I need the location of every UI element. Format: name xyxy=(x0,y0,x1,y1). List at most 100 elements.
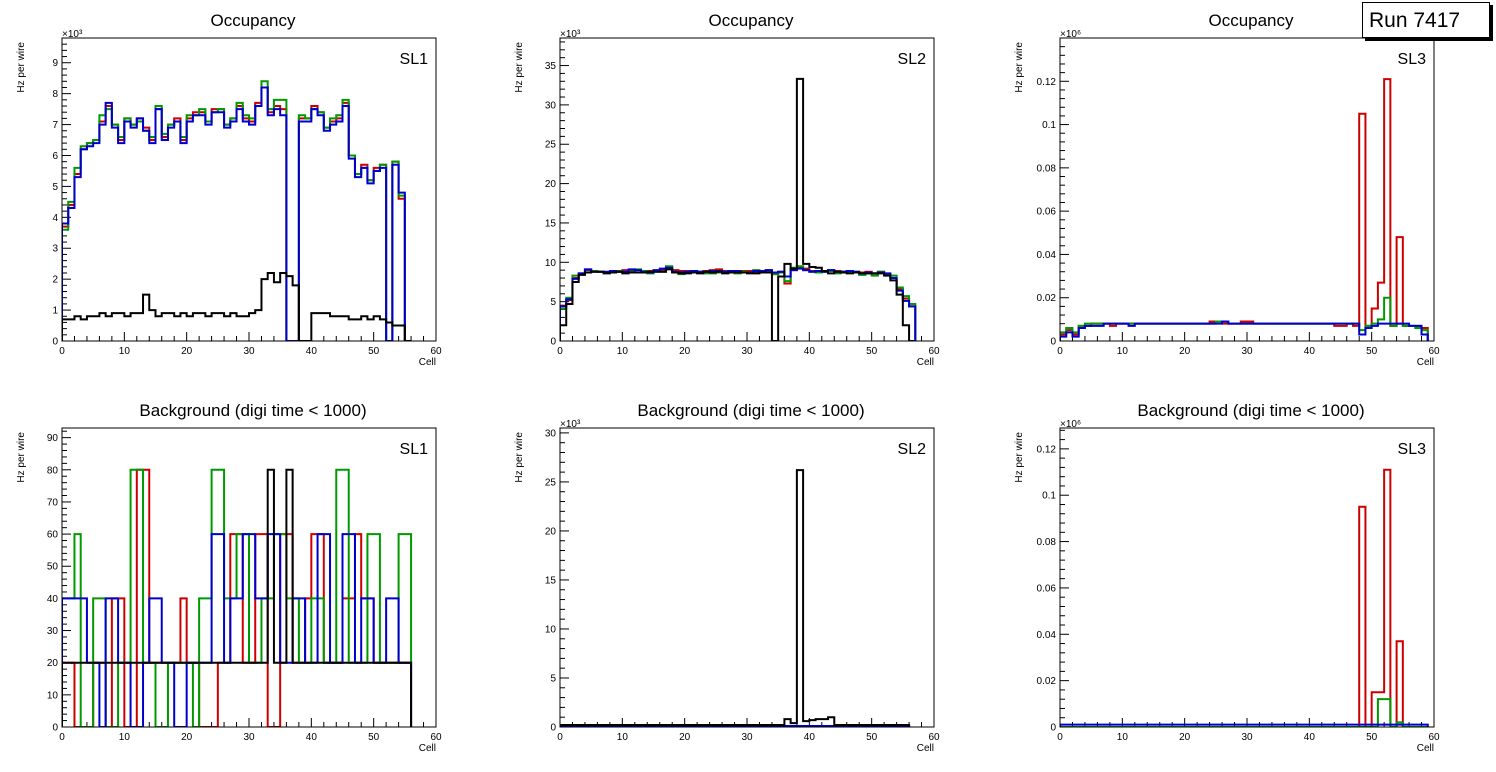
y-tick-label: 6 xyxy=(52,151,58,162)
y-axis-label: Hz per wire xyxy=(514,432,525,483)
x-tick-label: 40 xyxy=(306,346,318,357)
x-tick-label: 10 xyxy=(119,346,131,357)
x-tick-label: 0 xyxy=(1057,732,1063,743)
plot-frame xyxy=(61,37,437,342)
series-red xyxy=(1060,468,1428,727)
y-tick-label: 70 xyxy=(47,497,59,508)
x-tick-label: 20 xyxy=(679,732,691,743)
x-tick-label: 20 xyxy=(181,732,193,743)
axis-exponent: ×10⁶ xyxy=(1060,29,1081,40)
series-blue xyxy=(560,266,917,341)
x-tick-label: 40 xyxy=(804,346,816,357)
x-axis-label: Cell xyxy=(1417,357,1434,368)
y-tick-label: 60 xyxy=(47,530,59,541)
y-tick-label: 20 xyxy=(47,658,59,669)
y-tick-label: 0.12 xyxy=(1037,77,1057,88)
y-tick-label: 0.08 xyxy=(1037,537,1057,548)
y-tick-label: 10 xyxy=(47,690,59,701)
y-tick-label: 2 xyxy=(52,275,58,286)
y-tick-label: 50 xyxy=(47,562,59,573)
x-tick-label: 60 xyxy=(928,346,940,357)
y-tick-label: 30 xyxy=(47,626,59,637)
x-tick-label: 30 xyxy=(243,346,255,357)
x-tick-label: 0 xyxy=(59,732,65,743)
x-tick-label: 50 xyxy=(866,732,878,743)
panel-4: Background (digi time < 1000) SL1 Hz per w… xyxy=(16,401,442,754)
panel-label: SL3 xyxy=(1398,441,1427,458)
series-blue xyxy=(1060,723,1429,727)
axis-exponent: ×10³ xyxy=(560,419,581,430)
y-tick-label: 30 xyxy=(545,100,557,111)
x-axis-label: Cell xyxy=(419,743,436,754)
y-tick-label: 3 xyxy=(52,244,58,255)
x-tick-label: 50 xyxy=(1366,346,1378,357)
axis-exponent: ×10⁶ xyxy=(1060,419,1081,430)
x-tick-label: 0 xyxy=(557,346,563,357)
x-tick-label: 30 xyxy=(741,346,753,357)
x-axis-label: Cell xyxy=(419,357,436,368)
y-tick-label: 0.02 xyxy=(1037,676,1057,687)
x-tick-label: 40 xyxy=(1304,732,1316,743)
y-tick-label: 30 xyxy=(545,428,557,439)
y-tick-label: 5 xyxy=(550,297,556,308)
panel-label: SL2 xyxy=(898,441,927,458)
y-axis-label: Hz per wire xyxy=(1014,432,1025,483)
series-red xyxy=(1060,78,1429,341)
y-tick-label: 0.06 xyxy=(1037,583,1057,594)
y-tick-label: 5 xyxy=(550,673,556,684)
y-tick-label: 25 xyxy=(545,477,557,488)
x-tick-label: 10 xyxy=(1117,346,1129,357)
y-tick-label: 20 xyxy=(545,526,557,537)
x-tick-label: 10 xyxy=(617,346,629,357)
y-tick-label: 15 xyxy=(545,218,557,229)
panel-6: Background (digi time < 1000) SL3 ×10⁶ Hz p… xyxy=(1014,401,1440,754)
y-tick-label: 40 xyxy=(47,594,59,605)
series-red xyxy=(560,266,917,341)
chart-title: Occupancy xyxy=(1208,11,1294,30)
chart-title: Occupancy xyxy=(210,11,296,30)
x-tick-label: 50 xyxy=(368,346,380,357)
panel-label: SL1 xyxy=(400,51,429,68)
panel-5: Background (digi time < 1000) SL2 ×10³ Hz p… xyxy=(514,401,940,754)
y-tick-label: 9 xyxy=(52,58,58,69)
x-tick-label: 10 xyxy=(119,732,131,743)
series-black xyxy=(560,77,916,341)
x-tick-label: 20 xyxy=(1179,732,1191,743)
x-tick-label: 0 xyxy=(1057,346,1063,357)
x-tick-label: 60 xyxy=(430,732,442,743)
panel-label: SL1 xyxy=(400,441,429,458)
y-tick-label: 0 xyxy=(52,337,58,348)
x-tick-label: 30 xyxy=(1241,346,1253,357)
x-tick-label: 60 xyxy=(1428,732,1440,743)
series-black xyxy=(62,468,413,727)
y-tick-label: 20 xyxy=(545,179,557,190)
series-blue xyxy=(1060,320,1429,341)
x-tick-label: 40 xyxy=(804,732,816,743)
y-tick-label: 0 xyxy=(52,723,58,734)
x-axis-label: Cell xyxy=(917,743,934,754)
plot-frame xyxy=(559,37,935,342)
series-blue xyxy=(62,86,406,341)
plot-frame xyxy=(559,427,935,728)
y-tick-label: 0.04 xyxy=(1037,250,1057,261)
y-tick-label: 80 xyxy=(47,465,59,476)
x-tick-label: 60 xyxy=(1428,346,1440,357)
axis-exponent: ×10³ xyxy=(560,29,581,40)
y-tick-label: 0 xyxy=(1050,337,1056,348)
x-tick-label: 60 xyxy=(430,346,442,357)
x-tick-label: 10 xyxy=(1117,732,1129,743)
y-tick-label: 0.04 xyxy=(1037,630,1057,641)
x-tick-label: 20 xyxy=(679,346,691,357)
x-axis-label: Cell xyxy=(917,357,934,368)
panel-2: Occupancy SL2 ×10³ Hz per wire Cell 0 10 20 30 40… xyxy=(514,11,940,368)
plot-frame xyxy=(1059,427,1435,728)
y-tick-label: 0 xyxy=(1050,723,1056,734)
x-tick-label: 20 xyxy=(181,346,193,357)
y-tick-label: 0.02 xyxy=(1037,293,1057,304)
series-black xyxy=(560,469,911,727)
y-tick-label: 0 xyxy=(550,337,556,348)
y-tick-label: 10 xyxy=(545,624,557,635)
chart-title: Background (digi time < 1000) xyxy=(139,401,366,420)
